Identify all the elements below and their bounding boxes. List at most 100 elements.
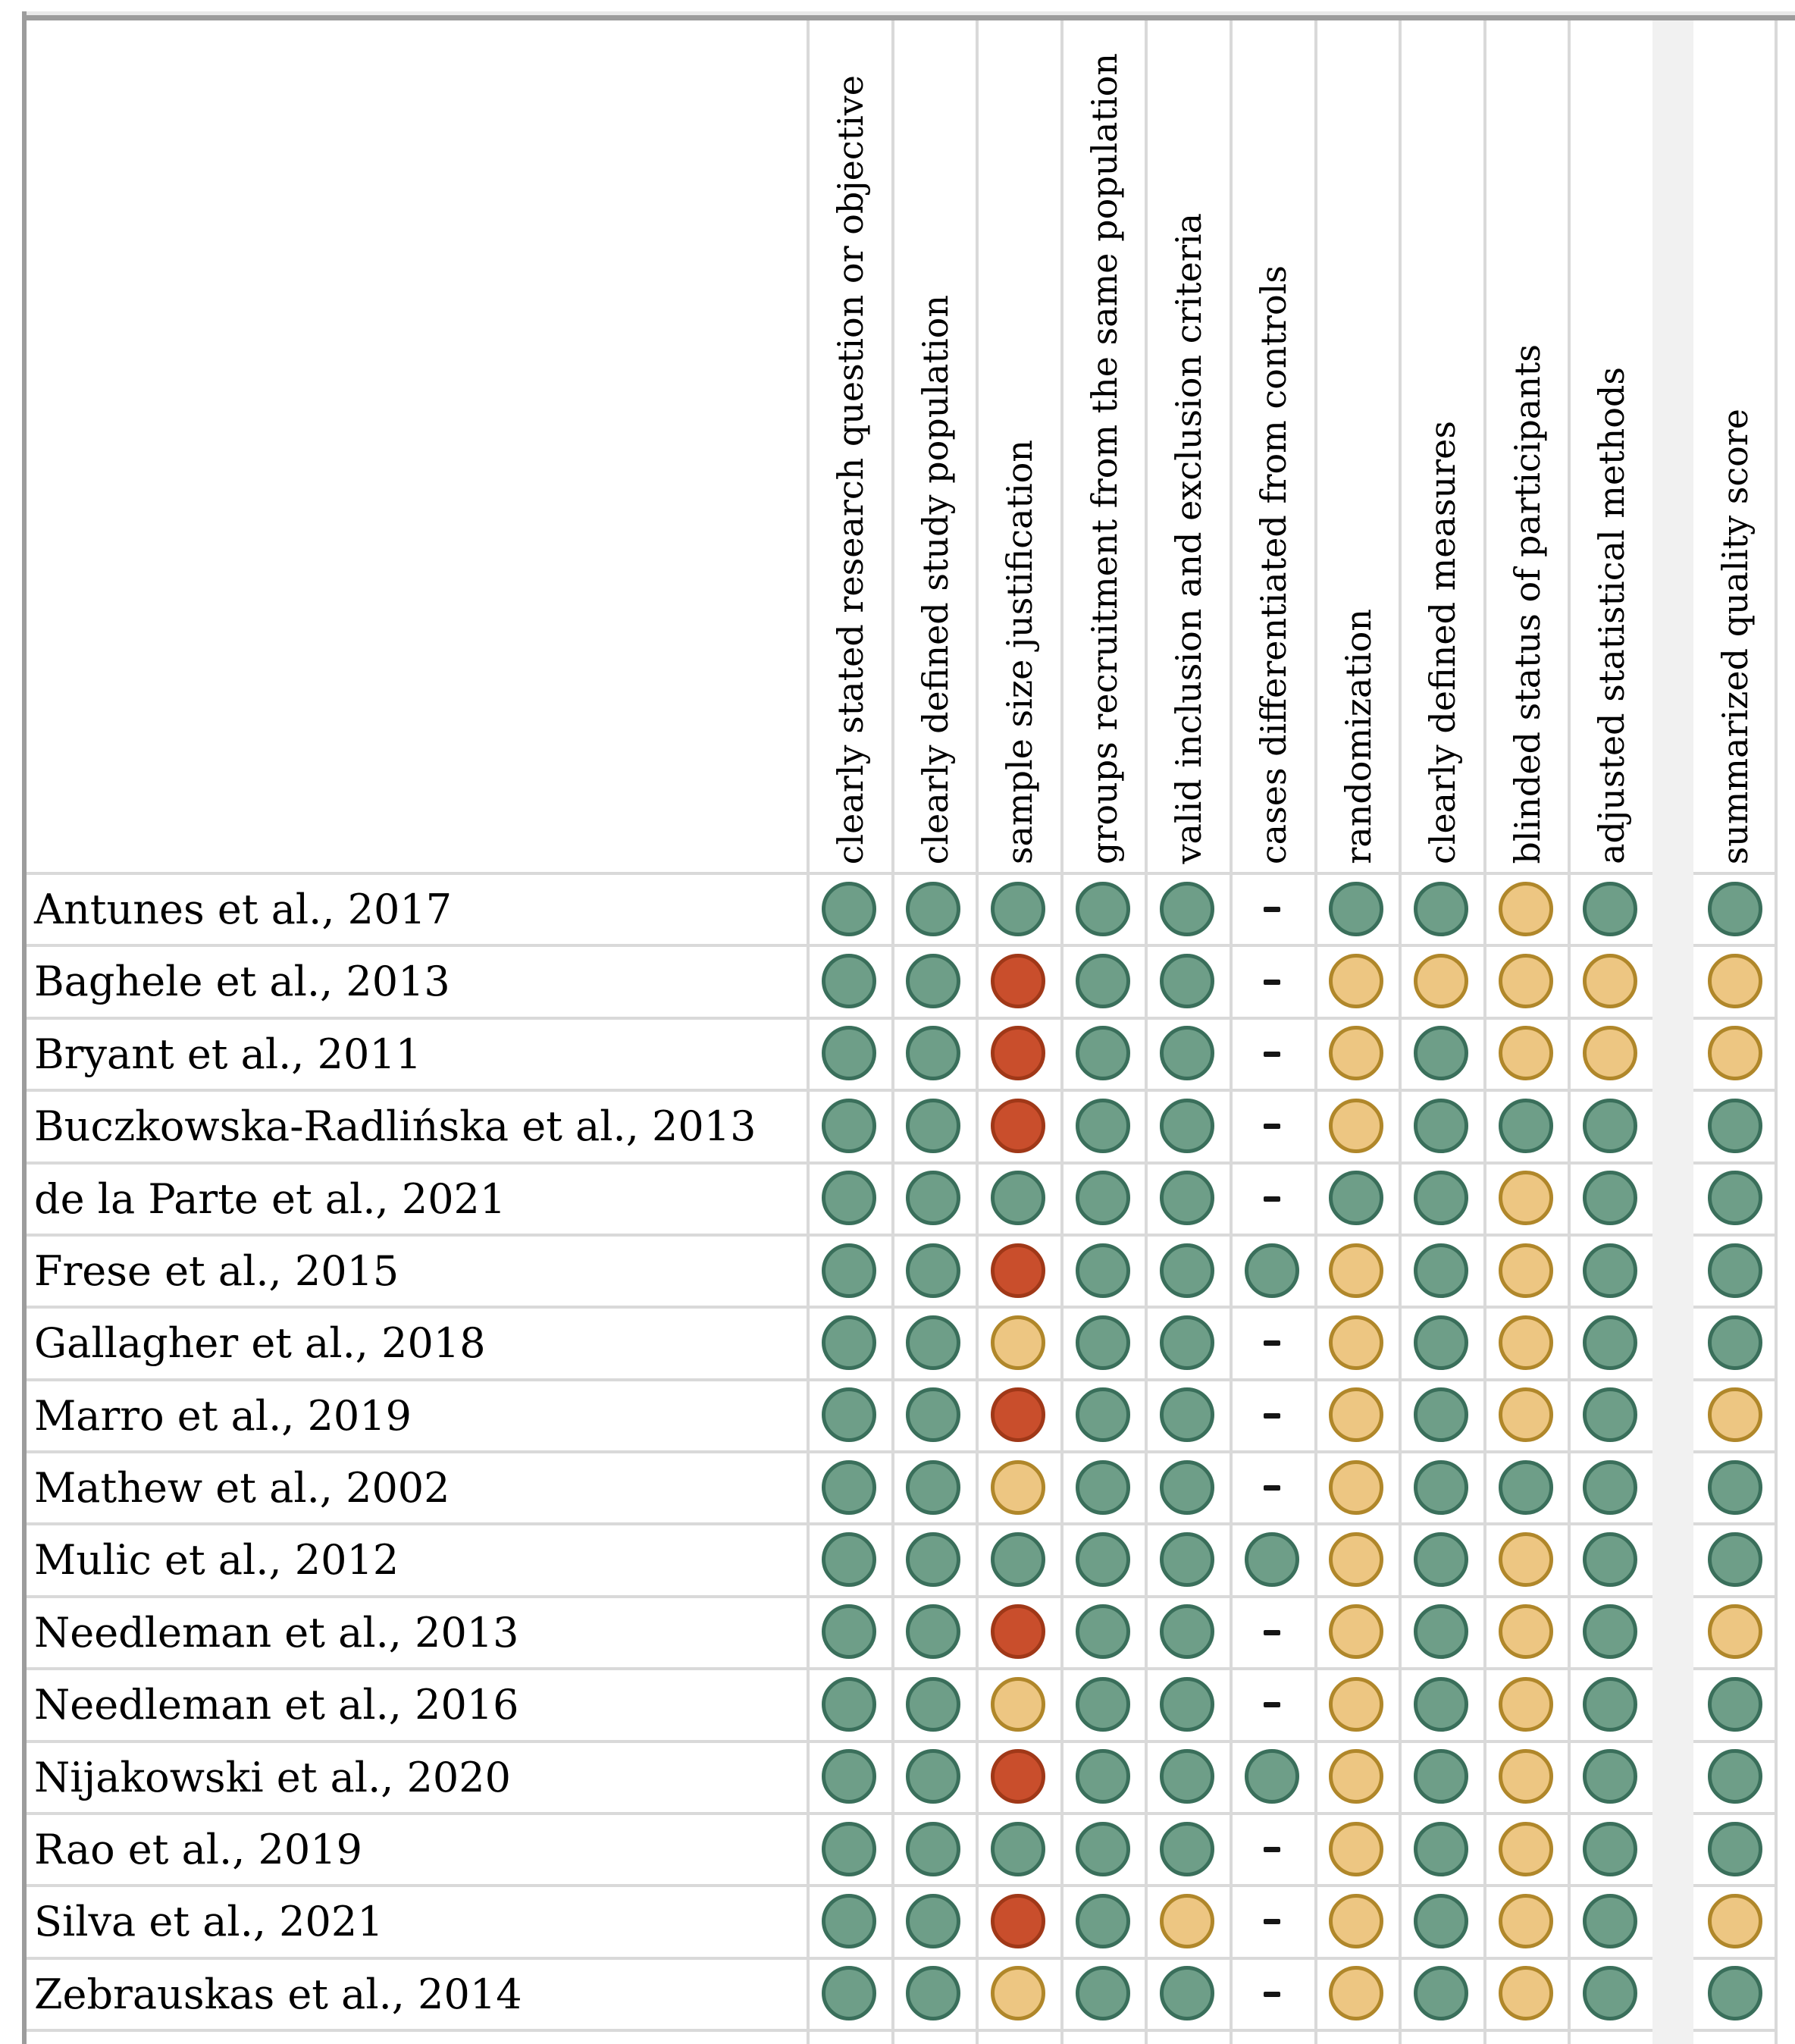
quality-dot-green [1076,1315,1130,1370]
quality-dot-green [1583,882,1637,936]
quality-dot-green [1414,1387,1468,1442]
quality-dot-green [1708,1532,1762,1587]
criterion-header-label: sample size justification [998,439,1040,864]
criterion-header-label: cases differentiated from controls [1252,265,1294,864]
quality-dot-green [1583,1315,1637,1370]
quality-dot-orange [1499,882,1553,936]
quality-dot-orange [1499,1026,1553,1080]
grid-hline [27,1378,1775,1381]
quality-dot-red [991,1099,1045,1153]
grid-vline [891,20,894,2044]
grid-hline [27,2029,1775,2032]
quality-dot-green [1414,1099,1468,1153]
criterion-header: cases differentiated from controls [1233,20,1314,872]
quality-dot-green [906,954,960,1008]
study-label: de la Parte et al., 2021 [34,1174,506,1223]
quality-dot-green [1160,1677,1214,1732]
quality-dot-green [1583,1604,1637,1659]
quality-dot-green [906,1460,960,1515]
grid-vline [976,20,979,2044]
grid-hline [27,1884,1775,1887]
quality-dot-green [1160,1243,1214,1298]
quality-dot-green [906,1677,960,1732]
study-label: Marro et al., 2019 [34,1391,412,1440]
quality-dot-green [1076,1604,1130,1659]
table-top-light-line [22,11,1795,15]
quality-dot-green [1076,1532,1130,1587]
quality-dot-orange [1708,1604,1762,1659]
quality-dot-green [906,1387,960,1442]
quality-dot-green [906,1315,960,1370]
criterion-header: valid inclusion and exclusion criteria [1148,20,1230,872]
criterion-header: clearly defined study population [894,20,976,872]
grid-hline [27,1162,1775,1165]
quality-dot-orange [1329,954,1383,1008]
no-rating-dash [1264,1919,1280,1924]
quality-dot-orange [991,1966,1045,2020]
study-label: Silva et al., 2021 [34,1897,384,1945]
quality-dot-green [1414,1822,1468,1876]
quality-dot-orange [1329,1749,1383,1804]
no-rating-dash [1264,980,1280,985]
quality-dot-orange [1499,1822,1553,1876]
quality-dot-green [822,1171,876,1225]
quality-dot-green [1708,1822,1762,1876]
quality-dot-orange [1329,1387,1383,1442]
no-rating-dash [1264,1340,1280,1346]
quality-dot-orange [991,1315,1045,1370]
quality-dot-green [822,1099,876,1153]
quality-dot-green [1245,1243,1299,1298]
quality-dot-green [1160,1171,1214,1225]
quality-dot-green [991,1171,1045,1225]
no-rating-dash [1264,1196,1280,1202]
quality-dot-green [1414,1171,1468,1225]
quality-dot-orange [1499,1966,1553,2020]
quality-dot-green [1160,882,1214,936]
criterion-header: sample size justification [979,20,1060,872]
quality-dot-orange [1583,954,1637,1008]
quality-dot-green [1160,1966,1214,2020]
quality-dot-green [1160,1604,1214,1659]
quality-dot-green [906,1099,960,1153]
criterion-header-label: clearly defined measures [1421,420,1463,864]
quality-dot-green [1329,882,1383,936]
quality-dot-red [991,1243,1045,1298]
quality-dot-green [1160,1026,1214,1080]
quality-dot-orange [1329,1532,1383,1587]
quality-dot-green [1414,1460,1468,1515]
quality-dot-green [1076,1749,1130,1804]
quality-dot-green [822,1894,876,1948]
quality-dot-orange [1329,1894,1383,1948]
quality-dot-green [1414,1026,1468,1080]
quality-dot-green [906,1966,960,2020]
grid-vline [1314,20,1317,2044]
quality-dot-green [822,1387,876,1442]
no-rating-dash [1264,1630,1280,1635]
table-right-border [1775,20,1778,2044]
grid-vline [1568,20,1571,2044]
score-column-header-label: summarized quality score [1714,408,1756,864]
quality-dot-green [822,1822,876,1876]
quality-dot-green [822,954,876,1008]
quality-dot-orange [1414,954,1468,1008]
quality-dot-green [822,1026,876,1080]
grid-hline [27,944,1775,947]
grid-vline [1230,20,1233,2044]
grid-hline [27,1306,1775,1309]
quality-dot-orange [1329,1460,1383,1515]
no-rating-dash [1264,1124,1280,1129]
quality-dot-green [1583,1099,1637,1153]
quality-dot-orange [1499,1243,1553,1298]
quality-dot-green [822,1460,876,1515]
quality-dot-green [822,1677,876,1732]
criterion-header-label: blinded status of participants [1506,344,1548,864]
study-label: Frese et al., 2015 [34,1246,399,1295]
quality-dot-orange [1499,954,1553,1008]
study-label: Needleman et al., 2013 [34,1608,519,1657]
quality-dot-green [822,1315,876,1370]
study-label: Zebrauskas et al., 2014 [34,1970,522,2018]
no-rating-dash [1264,1702,1280,1707]
quality-dot-green [906,1026,960,1080]
study-label: Buczkowska-Radlińska et al., 2013 [34,1102,757,1150]
